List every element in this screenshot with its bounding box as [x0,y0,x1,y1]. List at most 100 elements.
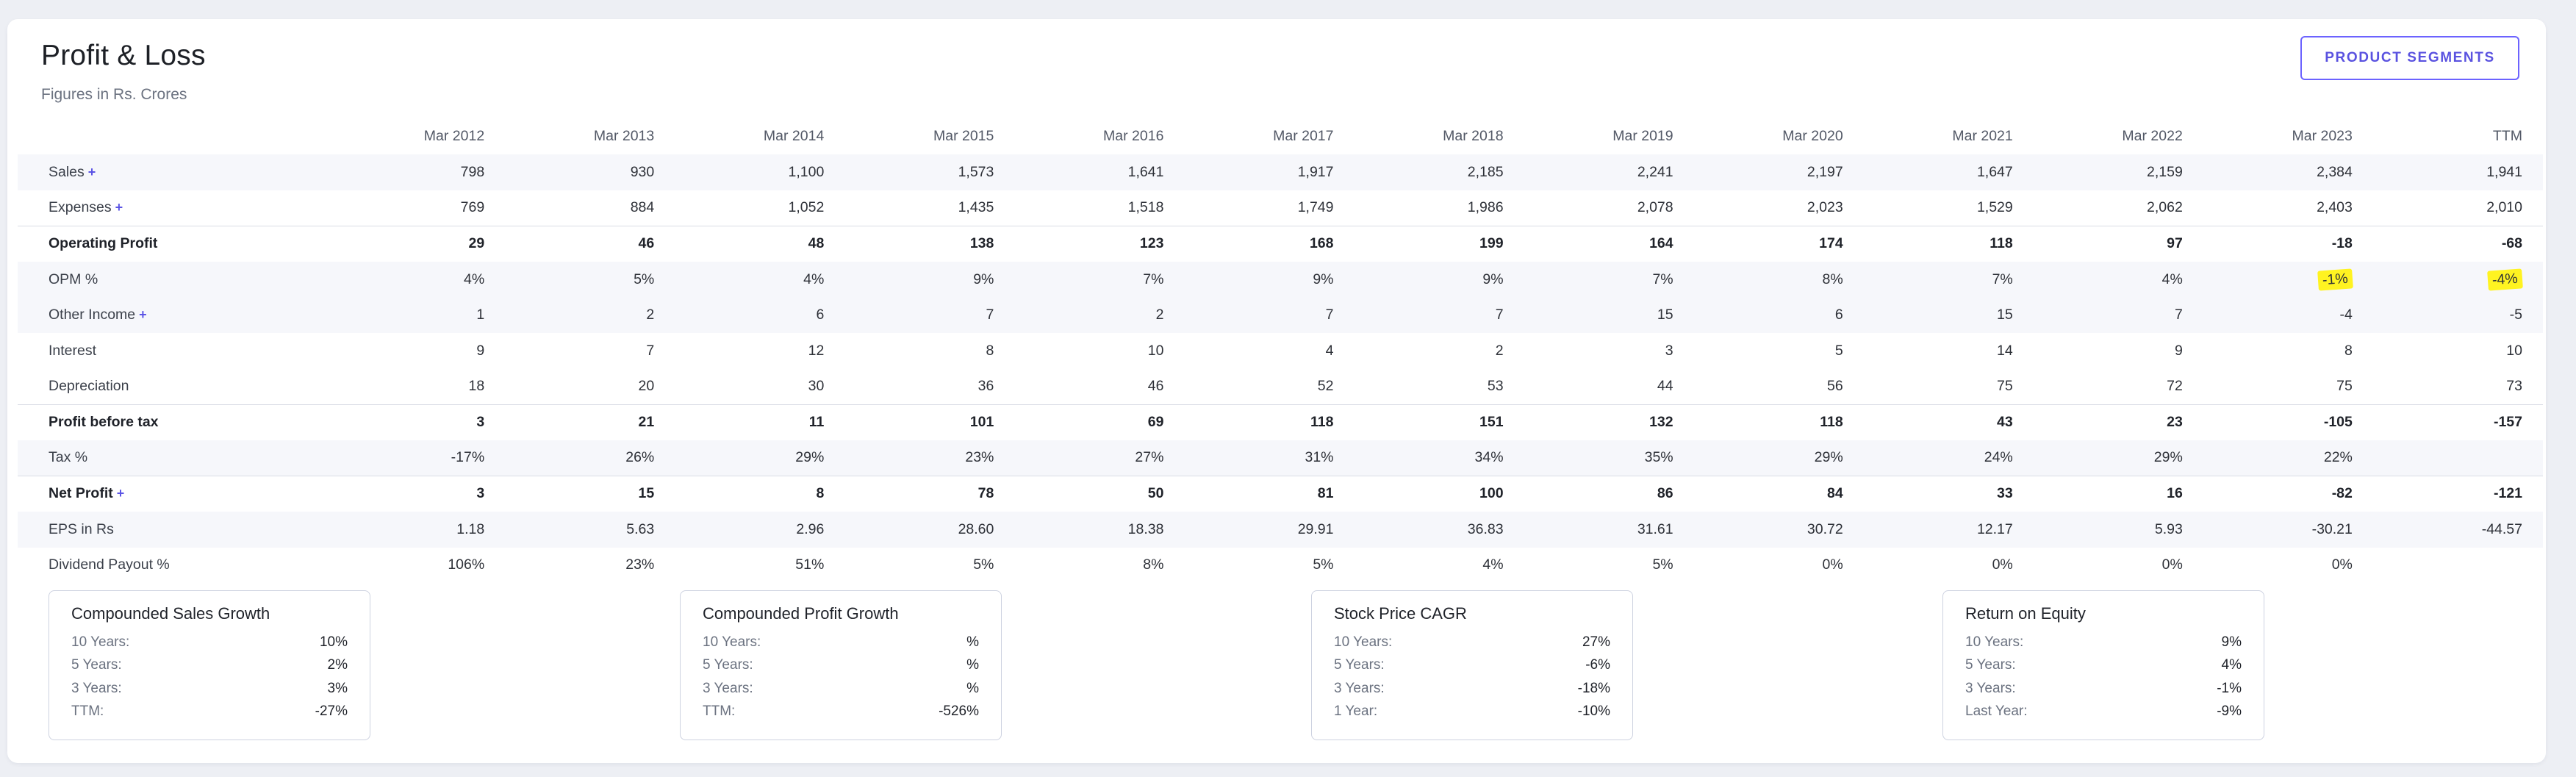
table-cell: 73 [2373,369,2543,405]
table-row: Profit before tax 3 21 11 101 69 118 151 132 118 4… [18,404,2543,440]
table-cell: 18 [335,369,505,405]
table-cell: 3 [335,404,506,440]
table-cell: 7 [2033,297,2203,333]
table-row[interactable]: Other Income +1 2 6 7 2 7 7 15 6 15 7 -4 -5 [18,297,2543,333]
cell-value: 1,529 [1976,199,2013,216]
table-cell: 28.60 [844,511,1015,548]
cell-value: 118 [1990,235,2013,252]
cell-value: 174 [1819,235,1843,252]
row-label[interactable]: Sales [49,163,85,180]
expand-plus-icon[interactable]: + [139,307,147,323]
table-cell: 3 [1524,333,1694,369]
table-cell: 2,403 [2203,190,2373,226]
table-cell: 9% [844,261,1015,298]
table-row[interactable]: Sales +798 930 1,100 1,573 1,641 1,917 2,185 2,2… [18,154,2543,190]
column-header: Mar 2016 [1103,127,1164,144]
growth-box-title: Compounded Profit Growth [703,604,899,623]
cell-value: 5 [1834,342,1843,359]
cell-value: 1,573 [958,163,994,180]
highlighted-value: -4% [2487,268,2523,291]
cell-value: 23% [625,556,655,573]
row-label: Operating Profit [49,235,158,252]
cell-value: 5% [1652,556,1673,573]
cell-value: 118 [1820,414,1843,431]
growth-period: TTM: [71,703,104,720]
row-label[interactable]: Expenses [49,199,112,216]
table-cell: 69 [1014,404,1185,440]
cell-value: 29% [795,449,825,466]
growth-period: 10 Years: [71,634,130,650]
growth-row: 5 Years: 4% [1965,654,2242,678]
cell-value: 10 [1147,342,1164,359]
table-cell: 101 [844,404,1015,440]
table-cell: 7% [1863,261,2034,298]
row-label[interactable]: Other Income [49,307,136,323]
table-cell: -68 [2372,225,2543,262]
cell-value: 2,023 [1807,199,1843,216]
row-label-cell[interactable]: Other Income + [18,297,336,333]
table-cell: 0% [2203,548,2373,584]
table-cell: -1% [2203,261,2373,298]
table-cell: 33 [1863,475,2034,512]
table-cell: -18 [2203,225,2373,262]
cell-value: 86 [1657,485,1673,502]
growth-value: 2% [327,657,348,673]
cell-value: 106% [448,556,485,573]
growth-value: 9% [2221,634,2242,650]
cell-value: 9% [1482,271,1504,287]
table-cell: 36.83 [1354,511,1524,548]
table-cell: -30.21 [2203,511,2373,548]
cell-value: 1,518 [1127,199,1164,216]
table-cell: 2,159 [2033,154,2203,190]
table-cell: 18.38 [1014,511,1185,548]
table-cell: 8% [1693,261,1864,298]
table-cell: 29.91 [1184,511,1355,548]
cell-value: 7% [1992,271,2013,287]
cell-value: 2.96 [796,520,825,537]
table-cell: 15 [1863,297,2034,333]
expand-plus-icon[interactable]: + [115,200,123,215]
table-cell: 6 [675,297,845,333]
cell-value: 9% [1313,271,1334,287]
table-cell: 31% [1184,440,1355,476]
cell-value: 23 [2167,414,2183,431]
table-cell: 7 [505,333,675,369]
table-header-row: Mar 2012 Mar 2013 Mar 2014 Mar 2015 Mar … [18,118,2543,154]
table-cell: 1,529 [1864,190,2034,226]
growth-period: TTM: [703,703,736,720]
cell-value: 27% [1135,449,1164,466]
row-label-cell[interactable]: Net Profit + [18,475,336,512]
product-segments-button[interactable]: PRODUCT SEGMENTS [2300,36,2519,80]
row-label[interactable]: Net Profit [49,485,113,502]
table-cell: 2,185 [1354,154,1524,190]
cell-value: 12.17 [1976,520,2013,537]
cell-value: -4 [2339,307,2353,323]
row-label-cell[interactable]: Sales + [18,154,336,190]
growth-row: 10 Years: 10% [71,631,348,654]
cell-value: 21 [638,414,655,431]
expand-plus-icon[interactable]: + [116,486,125,501]
cell-value: 884 [630,199,655,216]
table-cell: -4 [2203,297,2373,333]
cell-value: 2,159 [2147,163,2183,180]
row-label-cell[interactable]: Expenses + [18,190,335,226]
table-cell: 2,241 [1524,154,1694,190]
cell-value: 5% [1313,556,1334,573]
growth-row: 3 Years: 3% [71,677,348,701]
page-title: Profit & Loss [41,40,206,71]
column-header: Mar 2022 [2122,127,2183,144]
table-cell: 5% [844,548,1014,584]
table-cell: 2,062 [2034,190,2203,226]
cell-value: 15 [1997,307,2013,323]
table-cell: 46 [1014,369,1184,405]
growth-value: % [966,680,979,696]
table-row[interactable]: Expenses +769 884 1,052 1,435 1,518 1,749 1,986… [18,190,2543,226]
table-cell: 6 [1693,297,1864,333]
cell-value: 1,986 [1467,199,1504,216]
growth-value: 3% [327,680,348,696]
column-header: Mar 2012 [423,127,485,144]
expand-plus-icon[interactable]: + [87,164,96,179]
table-row[interactable]: Net Profit +3 15 8 78 50 81 100 86 84 33 16 -82 -121 [18,475,2543,512]
cell-value: 4 [1325,342,1334,359]
table-cell: 72 [2034,369,2203,405]
